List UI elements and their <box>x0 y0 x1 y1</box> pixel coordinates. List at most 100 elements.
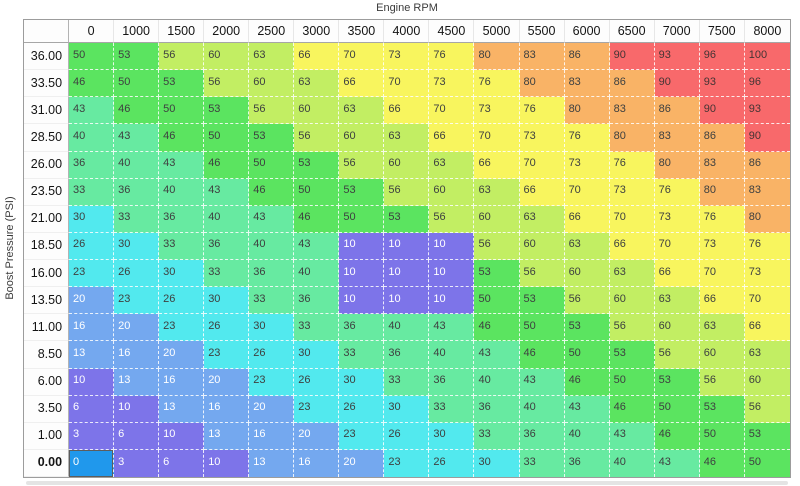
table-cell[interactable]: 43 <box>249 205 295 233</box>
table-cell[interactable]: 46 <box>654 422 700 450</box>
table-cell[interactable]: 63 <box>294 70 340 98</box>
table-cell[interactable]: 80 <box>564 97 610 125</box>
table-cell[interactable]: 40 <box>114 151 160 179</box>
table-cell[interactable]: 50 <box>339 205 385 233</box>
table-cell[interactable]: 70 <box>339 43 385 71</box>
table-cell[interactable]: 76 <box>699 205 745 233</box>
column-header-2500[interactable]: 2500 <box>249 20 295 43</box>
table-cell[interactable]: 26 <box>339 395 385 423</box>
table-cell[interactable]: 66 <box>384 97 430 125</box>
table-cell[interactable]: 80 <box>699 178 745 206</box>
table-cell[interactable]: 63 <box>249 43 295 71</box>
table-cell[interactable]: 53 <box>384 205 430 233</box>
table-cell[interactable]: 50 <box>564 341 610 369</box>
table-cell[interactable]: 43 <box>519 368 565 396</box>
row-header-28.50[interactable]: 28.50 <box>24 124 70 152</box>
table-cell[interactable]: 40 <box>519 395 565 423</box>
table-cell[interactable]: 63 <box>699 314 745 342</box>
table-cell[interactable]: 20 <box>339 449 385 477</box>
table-cell[interactable]: 30 <box>474 449 520 477</box>
table-cell[interactable]: 76 <box>474 70 520 98</box>
table-cell[interactable]: 70 <box>564 178 610 206</box>
table-cell[interactable]: 73 <box>474 97 520 125</box>
table-cell[interactable]: 10 <box>339 260 385 288</box>
table-cell[interactable]: 33 <box>519 449 565 477</box>
table-cell[interactable]: 56 <box>654 341 700 369</box>
table-cell[interactable]: 36 <box>249 260 295 288</box>
table-cell[interactable]: 56 <box>699 368 745 396</box>
table-cell[interactable]: 56 <box>384 178 430 206</box>
table-cell[interactable]: 50 <box>69 43 115 71</box>
table-cell[interactable]: 66 <box>294 43 340 71</box>
table-cell[interactable]: 10 <box>384 260 430 288</box>
table-cell[interactable]: 33 <box>204 260 250 288</box>
table-cell[interactable]: 40 <box>69 124 115 152</box>
table-cell[interactable]: 40 <box>384 314 430 342</box>
table-cell[interactable]: 90 <box>654 70 700 98</box>
table-cell[interactable]: 40 <box>564 422 610 450</box>
table-cell[interactable]: 60 <box>699 341 745 369</box>
table-cell[interactable]: 76 <box>609 151 655 179</box>
table-cell[interactable]: 53 <box>699 395 745 423</box>
table-cell[interactable]: 76 <box>429 43 475 71</box>
table-cell[interactable]: 16 <box>204 395 250 423</box>
table-cell[interactable]: 46 <box>474 314 520 342</box>
table-cell[interactable]: 36 <box>69 151 115 179</box>
table-cell[interactable]: 70 <box>744 287 790 315</box>
table-cell[interactable]: 80 <box>519 70 565 98</box>
table-cell[interactable]: 33 <box>294 314 340 342</box>
table-cell[interactable]: 86 <box>699 124 745 152</box>
table-cell[interactable]: 36 <box>384 341 430 369</box>
table-cell[interactable]: 63 <box>564 232 610 260</box>
table-cell[interactable]: 30 <box>339 368 385 396</box>
table-cell[interactable]: 33 <box>114 205 160 233</box>
table-cell[interactable]: 36 <box>339 314 385 342</box>
table-cell[interactable]: 66 <box>744 314 790 342</box>
table-cell[interactable]: 26 <box>204 314 250 342</box>
table-cell[interactable]: 23 <box>384 449 430 477</box>
column-header-7000[interactable]: 7000 <box>654 20 700 43</box>
table-cell[interactable]: 23 <box>339 422 385 450</box>
table-cell[interactable]: 83 <box>654 124 700 152</box>
table-cell[interactable]: 46 <box>699 449 745 477</box>
column-header-3500[interactable]: 3500 <box>339 20 385 43</box>
table-cell[interactable]: 50 <box>699 422 745 450</box>
table-cell[interactable]: 23 <box>249 368 295 396</box>
table-cell[interactable]: 10 <box>69 368 115 396</box>
row-header-36.00[interactable]: 36.00 <box>24 43 70 71</box>
table-cell[interactable]: 10 <box>339 287 385 315</box>
table-cell[interactable]: 73 <box>699 232 745 260</box>
table-cell[interactable]: 66 <box>654 260 700 288</box>
table-cell[interactable]: 23 <box>114 287 160 315</box>
table-cell[interactable]: 63 <box>429 151 475 179</box>
table-cell[interactable]: 80 <box>744 205 790 233</box>
table-cell[interactable]: 70 <box>474 124 520 152</box>
table-cell[interactable]: 6 <box>114 422 160 450</box>
table-cell[interactable]: 10 <box>429 287 475 315</box>
table-cell[interactable]: 50 <box>204 124 250 152</box>
table-cell[interactable]: 10 <box>159 422 205 450</box>
table-cell[interactable]: 30 <box>249 314 295 342</box>
table-cell[interactable]: 53 <box>654 368 700 396</box>
table-cell[interactable]: 30 <box>114 232 160 260</box>
table-cell[interactable]: 46 <box>159 124 205 152</box>
row-header-16.00[interactable]: 16.00 <box>24 260 70 288</box>
table-cell[interactable]: 86 <box>564 43 610 71</box>
table-cell[interactable]: 93 <box>744 97 790 125</box>
table-cell[interactable]: 30 <box>429 422 475 450</box>
table-cell[interactable]: 53 <box>744 422 790 450</box>
table-cell[interactable]: 70 <box>609 205 655 233</box>
table-cell[interactable]: 53 <box>204 97 250 125</box>
row-header-6.00[interactable]: 6.00 <box>24 368 70 396</box>
table-cell[interactable]: 40 <box>249 232 295 260</box>
table-cell[interactable]: 76 <box>744 232 790 260</box>
table-cell[interactable]: 66 <box>564 205 610 233</box>
row-header-21.00[interactable]: 21.00 <box>24 205 70 233</box>
table-cell[interactable]: 20 <box>204 368 250 396</box>
table-cell[interactable]: 40 <box>474 368 520 396</box>
table-cell[interactable]: 73 <box>744 260 790 288</box>
table-cell[interactable]: 66 <box>699 287 745 315</box>
table-cell[interactable]: 53 <box>564 314 610 342</box>
table-cell[interactable]: 60 <box>339 124 385 152</box>
column-header-3000[interactable]: 3000 <box>294 20 340 43</box>
